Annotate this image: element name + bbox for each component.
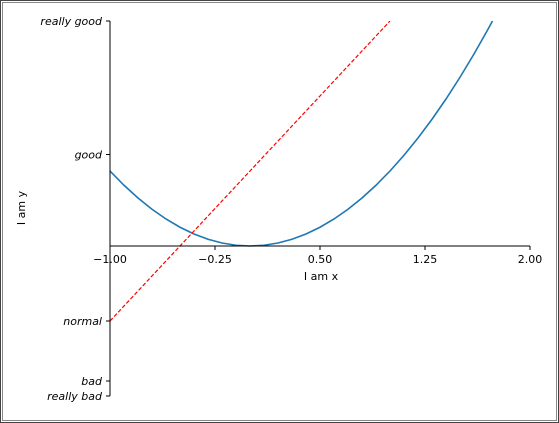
y-tick-label: good bbox=[75, 149, 103, 162]
y-tick-label: bad bbox=[81, 375, 103, 388]
y-tick-label: normal bbox=[63, 315, 102, 328]
x-tick-label: 0.50 bbox=[308, 253, 333, 266]
y-axis-label: I am y bbox=[15, 190, 28, 225]
y-tick-label: really bad bbox=[47, 390, 103, 403]
x-tick-label: −1.00 bbox=[93, 253, 127, 266]
x-tick-label: −0.25 bbox=[198, 253, 232, 266]
y-tick-label: really good bbox=[40, 15, 103, 28]
series-line bbox=[110, 21, 391, 322]
series-line bbox=[110, 21, 494, 247]
x-tick-label: 1.25 bbox=[413, 253, 438, 266]
x-tick-label: 2.00 bbox=[518, 253, 543, 266]
x-axis-label: I am x bbox=[304, 270, 339, 283]
